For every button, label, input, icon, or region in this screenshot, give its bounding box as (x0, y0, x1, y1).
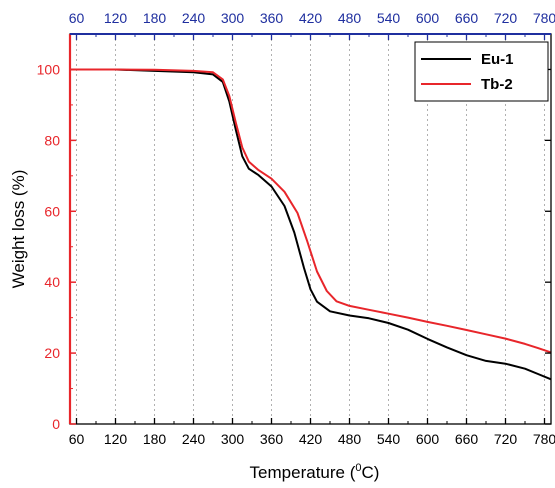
x-tick-label-bottom-600: 600 (416, 431, 440, 447)
x-tick-label-top-540: 540 (377, 10, 401, 26)
x-tick-label-top-600: 600 (416, 10, 440, 26)
axis-ticks: 60 60 120 120 180 180 240 240 300 300 360 360 420 420… (37, 10, 555, 447)
x-tick-label-top-720: 720 (494, 10, 518, 26)
x-tick-label-bottom-180: 180 (143, 431, 167, 447)
legend-box (414, 41, 549, 102)
x-tick-label-bottom-60: 60 (69, 431, 85, 447)
x-tick-label-top-120: 120 (104, 10, 128, 26)
x-tick-label-bottom-720: 720 (494, 431, 518, 447)
x-tick-label-top-480: 480 (338, 10, 362, 26)
y-tick-label-80: 80 (44, 132, 60, 148)
x-axis-title-main: Temperature ( (250, 463, 356, 482)
x-tick-label-top-780: 780 (533, 10, 555, 26)
x-tick-label-bottom-240: 240 (182, 431, 206, 447)
x-tick-label-bottom-480: 480 (338, 431, 362, 447)
x-tick-label-top-300: 300 (221, 10, 245, 26)
x-tick-label-bottom-780: 780 (533, 431, 555, 447)
legend-label-eu-1: Eu-1 (481, 51, 514, 68)
grid-lines (76, 34, 545, 424)
y-tick-label-40: 40 (44, 274, 60, 290)
x-tick-label-top-420: 420 (299, 10, 323, 26)
y-tick-label-100: 100 (37, 61, 61, 77)
x-tick-label-bottom-540: 540 (377, 431, 401, 447)
x-axis-title: Temperature (0C) (250, 462, 380, 482)
x-tick-label-bottom-300: 300 (221, 431, 245, 447)
x-tick-label-top-360: 360 (260, 10, 284, 26)
y-tick-label-20: 20 (44, 345, 60, 361)
x-axis-title-end: C) (362, 463, 380, 482)
series-line-tb-2 (70, 68, 552, 354)
legend: Eu-1 Tb-2 (414, 41, 549, 102)
legend-label-tb-2: Tb-2 (481, 76, 513, 93)
y-tick-label-0: 0 (52, 416, 60, 432)
x-tick-label-top-240: 240 (182, 10, 206, 26)
x-tick-label-bottom-360: 360 (260, 431, 284, 447)
series-lines (70, 68, 552, 381)
x-axis-title-superscript: 0 (355, 462, 361, 474)
x-tick-label-bottom-120: 120 (104, 431, 128, 447)
x-tick-label-top-660: 660 (455, 10, 479, 26)
x-tick-label-top-60: 60 (69, 10, 85, 26)
x-tick-label-top-180: 180 (143, 10, 167, 26)
y-axis-title: Weight loss (%) (9, 170, 28, 289)
x-tick-label-bottom-420: 420 (299, 431, 323, 447)
y-tick-label-60: 60 (44, 203, 60, 219)
series-line-eu-1 (70, 68, 552, 381)
x-tick-label-bottom-660: 660 (455, 431, 479, 447)
